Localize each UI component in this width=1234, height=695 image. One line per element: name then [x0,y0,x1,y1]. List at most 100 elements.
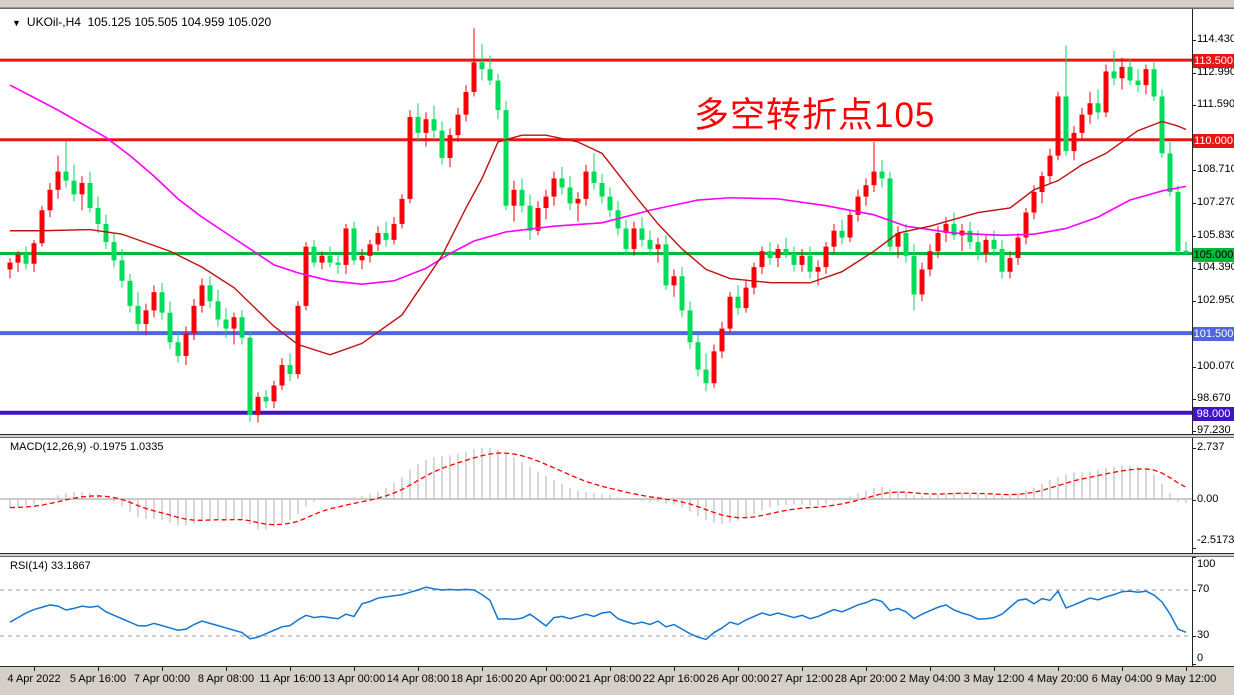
rsi-tick-label: 0 [1197,652,1204,664]
time-tick [610,667,611,671]
rsi-chart[interactable] [0,557,1192,666]
time-tick [354,667,355,671]
ma-fast-line [10,120,1187,356]
time-tick [994,667,995,671]
candlestick-chart[interactable] [0,9,1192,434]
rsi-tick [1192,590,1196,591]
price-tick-label: 112.990 [1197,65,1234,78]
time-tick [546,667,547,671]
candle-body [775,248,781,259]
price-level-badge: 101.500 [1193,327,1234,342]
time-tick-label: 22 Apr 16:00 [642,673,706,685]
time-tick-label: 13 Apr 00:00 [322,673,386,685]
candle-body [623,228,629,249]
macd-tick-label: 0.00 [1197,493,1219,505]
macd-main-value: -0.1975 [89,441,127,453]
price-tick-label: 104.390 [1197,261,1234,274]
candle-body [367,244,373,256]
time-tick [930,667,931,671]
price-chart-panel[interactable]: ▼ UKOil-,H4 105.125 105.505 104.959 105.0… [0,8,1234,437]
time-tick [1058,667,1059,671]
candle-body [1007,258,1013,272]
price-tick-label: 100.070 [1197,359,1234,372]
time-tick [1122,667,1123,671]
candle-body [263,396,269,402]
candle-body [599,182,605,197]
time-tick-label: 20 Apr 00:00 [514,673,578,685]
candle-body [455,114,461,136]
candle-body [783,248,789,254]
candle-body [271,385,277,402]
candle-body [1151,69,1157,97]
candle-body [1143,69,1149,86]
candle-body [887,178,893,247]
symbol-label: UKOil-,H4 [26,15,81,29]
price-tick-label: 97.230 [1197,424,1231,437]
price-tick [1192,170,1196,172]
macd-tick [1192,447,1196,449]
candle-body [743,287,749,309]
candle-body [1063,96,1069,152]
candle-body [1095,103,1101,113]
candle-body [647,239,653,249]
candle-body [1103,71,1109,113]
candle-body [119,260,125,281]
time-tick-label: 18 Apr 16:00 [450,673,514,685]
time-tick [802,667,803,671]
candle-body [543,196,549,208]
candle-body [823,246,829,268]
candle-body [1015,237,1021,259]
time-tick [290,667,291,671]
time-axis[interactable]: 4 Apr 2022 5 Apr 16:00 7 Apr 00:00 8 Apr 08… [0,667,1234,695]
candle-body [239,317,245,338]
candle-body [999,248,1005,272]
macd-chart[interactable] [0,438,1192,553]
candle-body [295,305,301,375]
ma-slow-line [9,84,1187,286]
time-tick-label: 14 Apr 08:00 [386,673,450,685]
candle-body [439,130,445,158]
time-tick [674,667,675,671]
price-level-badge: 105.000 [1193,247,1234,262]
price-tick-label: 98.670 [1197,391,1231,404]
macd-tick [1192,547,1196,549]
candle-body [71,180,77,195]
rsi-indicator-panel[interactable]: RSI(14) 33.1867 100 70 30 0 [0,556,1234,667]
rsi-label: RSI(14) [10,560,48,572]
candle-body [903,233,909,256]
candle-body [39,210,45,244]
candle-body [751,267,757,288]
candle-body [791,253,797,265]
candle-body [391,223,397,240]
chart-annotation-text[interactable]: 多空转折点105 [694,96,936,135]
candle-body [663,244,669,286]
symbol-ohlc-line: ▼ UKOil-,H4 105.125 105.505 104.959 105.0… [12,15,271,29]
candle-body [535,207,541,231]
candle-body [127,280,133,306]
time-tick-label: 21 Apr 08:00 [578,673,642,685]
rsi-tick [1192,636,1196,637]
candle-body [687,310,693,343]
candle-body [311,246,317,263]
candle-body [855,196,861,215]
candle-body [95,207,101,224]
candle-body [591,171,597,183]
candle-body [359,255,365,261]
candle-body [47,189,53,211]
candle-body [143,310,149,325]
price-tick-label: 107.270 [1197,195,1234,208]
candle-body [55,171,61,190]
candle-body [1071,132,1077,152]
candle-body [951,223,957,236]
candle-body [871,171,877,186]
candle-body [631,228,637,249]
candle-body [351,228,357,261]
candle-body [519,189,525,206]
candle-body [471,62,477,92]
time-tick [482,667,483,671]
candle-body [1111,71,1117,79]
macd-indicator-panel[interactable]: MACD(12,26,9) -0.1975 1.0335 2.737 0.00 -2… [0,437,1234,554]
time-tick-label: 8 Apr 08:00 [197,673,255,685]
candle-body [431,119,437,131]
candle-body [735,296,741,309]
